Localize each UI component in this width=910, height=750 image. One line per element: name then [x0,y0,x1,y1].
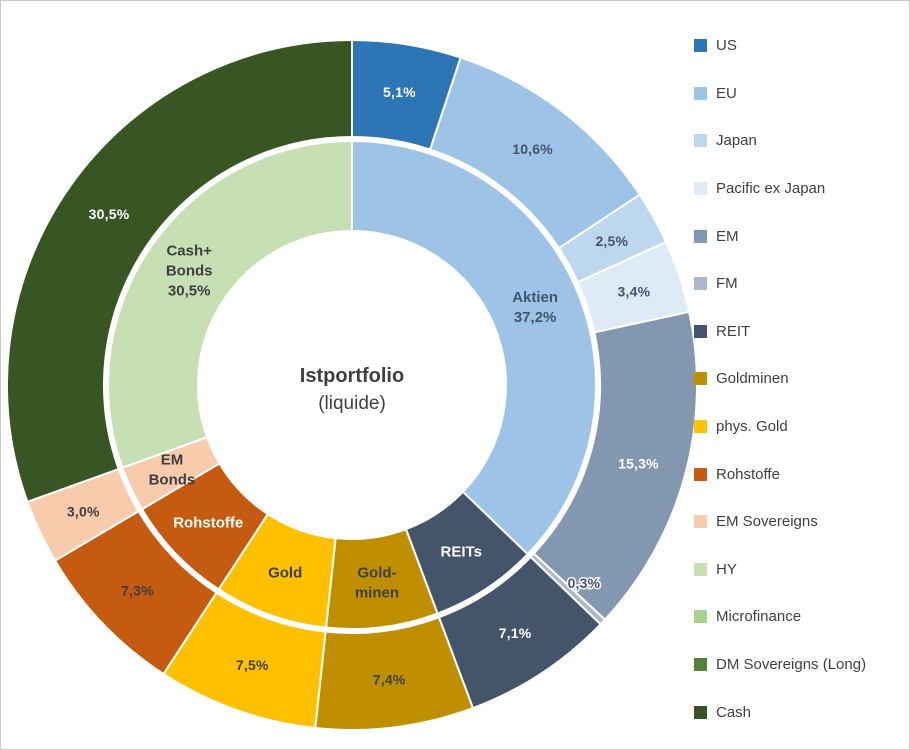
legend-item-us: US [694,22,866,70]
legend-label: DM Sovereigns (Long) [716,656,867,674]
legend-item-em: EM [694,212,866,260]
legend-swatch-cash [694,705,707,719]
legend-item-cash: Cash [694,688,866,736]
legend-item-fm: FM [694,260,866,308]
legend-swatch-reit [694,324,707,338]
legend-label: Cash [716,703,752,721]
outer-label-phys-gold: 7,5% [236,657,269,673]
inner-label-aktien: Aktien 37,2% [512,289,558,326]
legend-item-pacific-ex-japan: Pacific ex Japan [694,165,866,213]
inner-label-em-bonds: EM Bonds [149,452,196,489]
legend-item-phys-gold: phys. Gold [694,403,866,451]
legend-label: EM Sovereigns [716,513,818,531]
inner-segment-cash-bonds [107,139,353,469]
legend-label: Goldminen [716,370,789,388]
outer-segment-cash [6,38,353,504]
legend-swatch-fm [694,277,707,291]
legend-label: Rohstoffe [716,465,780,483]
legend-label: Japan [716,132,757,150]
inner-label-cash-bonds: Cash+ Bonds 30,5% [166,243,213,300]
inner-label-reits: REITs [441,543,482,560]
outer-label-em: 15,3% [618,455,659,471]
legend-swatch-goldminen [694,372,707,386]
legend-swatch-us [694,39,707,53]
outer-label-us: 5,1% [383,84,416,100]
legend-swatch-eu [694,86,707,100]
outer-label-japan: 2,5% [595,233,628,249]
legend-item-reit: REIT [694,308,866,356]
legend-item-eu: EU [694,70,866,118]
legend-swatch-rohstoffe [694,467,707,481]
chart-subtitle: (liquide) [318,393,386,414]
outer-label-reit: 7,1% [499,625,532,641]
legend-item-em-sovereigns: EM Sovereigns [694,498,866,546]
legend-swatch-phys-gold [694,420,707,434]
legend-label: FM [716,275,738,293]
outer-label-pacific-ex-japan: 3,4% [618,283,651,299]
inner-label-goldminen: Gold-minen [355,564,399,601]
legend-label: Pacific ex Japan [716,180,826,198]
legend-swatch-em [694,229,707,243]
legend-label: EM [716,227,739,245]
legend-item-dm-sovereigns-long: DM Sovereigns (Long) [694,641,866,689]
legend-swatch-pacific-ex-japan [694,182,707,196]
legend-swatch-dm-sovereigns-long [694,658,707,672]
ring-segments [6,38,698,731]
inner-segment-aktien [351,139,597,556]
legend-swatch-em-sovereigns [694,515,707,529]
legend-label: HY [716,560,737,578]
legend-label: EU [716,84,737,102]
legend-swatch-hy [694,562,707,576]
legend-label: Microfinance [716,608,802,626]
outer-label-fm: 0,3% [568,575,601,591]
outer-label-em-sovereigns: 3,0% [67,503,100,519]
inner-label-rohstoffe: Rohstoffe [173,515,243,532]
legend-swatch-japan [694,134,707,148]
legend-item-goldminen: Goldminen [694,355,866,403]
legend-item-microfinance: Microfinance [694,593,866,641]
legend-swatch-microfinance [694,610,707,624]
chart-title: Istportfolio [300,365,404,387]
outer-label-cash: 30,5% [89,206,130,222]
legend-item-rohstoffe: Rohstoffe [694,450,866,498]
inner-label-gold: Gold [268,564,302,581]
legend-label: REIT [716,322,751,340]
outer-label-goldminen: 7,4% [373,672,406,688]
legend-label: phys. Gold [716,418,788,436]
legend: US EU Japan Pacific ex Japan EM FM REIT Goldmin… [694,22,866,736]
ring-labels: 5,1% 10,6% 2,5% 3,4% 15,3% 0,3% 7,1% 7,4% 7,5% 7,… [67,84,659,688]
legend-label: US [716,37,737,55]
legend-item-japan: Japan [694,117,866,165]
outer-label-rohstoffe: 7,3% [121,582,154,598]
outer-label-eu: 10,6% [512,141,553,157]
legend-item-hy: HY [694,546,866,594]
